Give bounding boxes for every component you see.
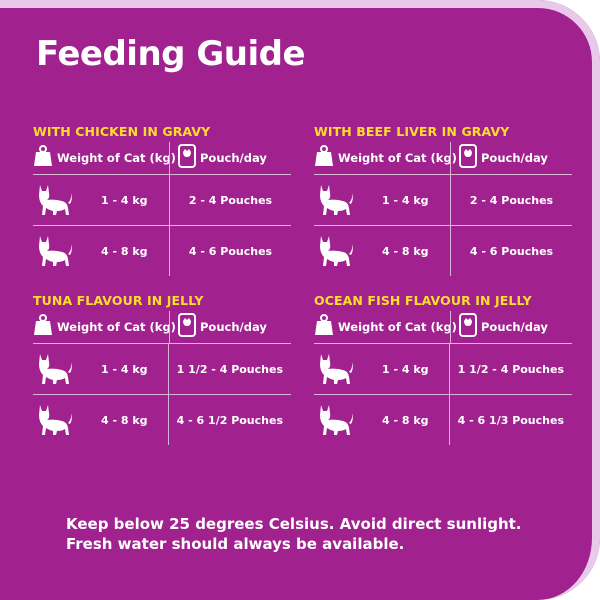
amount-cell: 4 - 6 Pouches [450,226,572,276]
weight-header: Weight of Cat (kg) [33,142,176,174]
amount-cell: 4 - 6 1/3 Pouches [448,395,572,445]
table-header-row: Weight of Cat (kg) Pouch/day [33,142,291,175]
amount-cell: 4 - 6 Pouches [169,226,291,276]
feeding-section: TUNA FLAVOUR IN JELLY Weight of Cat (kg) P… [33,291,291,445]
weight-header: Weight of Cat (kg) [314,142,457,174]
amount-value: 1 1/2 - 4 Pouches [176,362,283,376]
scale-icon [314,314,334,340]
weight-cell: 4 - 8 kg [33,226,169,276]
table-row: 4 - 8 kg 4 - 6 Pouches [314,226,572,276]
cat-icon [316,402,356,438]
amount-cell: 2 - 4 Pouches [169,175,291,225]
feeding-section: WITH CHICKEN IN GRAVY Weight of Cat (kg) P… [33,122,291,276]
scale-icon [314,145,334,171]
table-header-row: Weight of Cat (kg) Pouch/day [314,311,572,344]
pouch-header: Pouch/day [169,311,291,343]
feeding-table: Weight of Cat (kg) Pouch/day 1 - 4 kg 2 - 4… [33,142,291,276]
amount-value: 1 1/2 - 4 Pouches [457,362,564,376]
storage-note: Keep below 25 degrees Celsius. Avoid dir… [66,514,522,554]
feeding-table: Weight of Cat (kg) Pouch/day 1 - 4 kg 1 1/2… [314,311,572,445]
weight-header: Weight of Cat (kg) [314,311,457,343]
cat-icon [35,233,75,269]
weight-header-label: Weight of Cat (kg) [338,320,457,334]
pouch-header-label: Pouch/day [481,151,548,165]
scale-icon [33,145,53,171]
pouch-header-label: Pouch/day [200,320,267,334]
weight-value: 1 - 4 kg [101,362,148,376]
amount-value: 4 - 6 Pouches [469,244,554,258]
pouch-icon [459,313,477,341]
section-title: OCEAN FISH FLAVOUR IN JELLY [314,293,532,308]
amount-cell: 1 1/2 - 4 Pouches [167,344,291,394]
cat-icon [316,233,356,269]
table-row: 1 - 4 kg 1 1/2 - 4 Pouches [314,344,572,395]
pouch-header-label: Pouch/day [200,151,267,165]
page-title: Feeding Guide [36,34,306,74]
amount-value: 4 - 6 1/3 Pouches [457,413,564,427]
feeding-section: WITH BEEF LIVER IN GRAVY Weight of Cat (k… [314,122,572,276]
weight-cell: 4 - 8 kg [314,395,449,445]
amount-value: 2 - 4 Pouches [188,193,273,207]
pouch-icon [459,144,477,172]
amount-value: 4 - 6 1/2 Pouches [176,413,283,427]
cat-icon [35,182,75,218]
section-title: WITH CHICKEN IN GRAVY [33,124,211,139]
weight-value: 4 - 8 kg [382,413,429,427]
cat-icon [35,351,75,387]
amount-value: 2 - 4 Pouches [469,193,554,207]
pouch-icon [178,144,196,172]
table-header-row: Weight of Cat (kg) Pouch/day [314,142,572,175]
weight-value: 1 - 4 kg [382,193,429,207]
feeding-section: OCEAN FISH FLAVOUR IN JELLY Weight of Cat… [314,291,572,445]
table-header-row: Weight of Cat (kg) Pouch/day [33,311,291,344]
cat-icon [316,351,356,387]
weight-header-label: Weight of Cat (kg) [338,151,457,165]
pouch-header: Pouch/day [450,311,572,343]
weight-value: 4 - 8 kg [101,413,148,427]
weight-value: 1 - 4 kg [101,193,148,207]
weight-header-label: Weight of Cat (kg) [57,320,176,334]
weight-cell: 1 - 4 kg [314,344,449,394]
storage-note-line-2: Fresh water should always be available. [66,535,405,553]
pouch-header-label: Pouch/day [481,320,548,334]
weight-cell: 4 - 8 kg [314,226,450,276]
amount-cell: 2 - 4 Pouches [450,175,572,225]
weight-value: 4 - 8 kg [101,244,148,258]
amount-cell: 4 - 6 1/2 Pouches [167,395,291,445]
section-title: TUNA FLAVOUR IN JELLY [33,293,204,308]
table-row: 1 - 4 kg 1 1/2 - 4 Pouches [33,344,291,395]
amount-value: 4 - 6 Pouches [188,244,273,258]
weight-value: 1 - 4 kg [382,362,429,376]
table-row: 4 - 8 kg 4 - 6 Pouches [33,226,291,276]
feeding-table: Weight of Cat (kg) Pouch/day 1 - 4 kg 1 1/2… [33,311,291,445]
feeding-table: Weight of Cat (kg) Pouch/day 1 - 4 kg 2 - 4… [314,142,572,276]
weight-cell: 4 - 8 kg [33,395,168,445]
weight-cell: 1 - 4 kg [33,175,169,225]
weight-cell: 1 - 4 kg [33,344,168,394]
table-row: 1 - 4 kg 2 - 4 Pouches [314,175,572,226]
section-title: WITH BEEF LIVER IN GRAVY [314,124,510,139]
table-row: 1 - 4 kg 2 - 4 Pouches [33,175,291,226]
amount-cell: 1 1/2 - 4 Pouches [448,344,572,394]
cat-icon [35,402,75,438]
table-row: 4 - 8 kg 4 - 6 1/3 Pouches [314,395,572,445]
weight-cell: 1 - 4 kg [314,175,450,225]
weight-value: 4 - 8 kg [382,244,429,258]
table-row: 4 - 8 kg 4 - 6 1/2 Pouches [33,395,291,445]
weight-header: Weight of Cat (kg) [33,311,176,343]
pouch-icon [178,313,196,341]
pouch-header: Pouch/day [450,142,572,174]
scale-icon [33,314,53,340]
pouch-header: Pouch/day [169,142,291,174]
storage-note-line-1: Keep below 25 degrees Celsius. Avoid dir… [66,515,522,533]
cat-icon [316,182,356,218]
weight-header-label: Weight of Cat (kg) [57,151,176,165]
